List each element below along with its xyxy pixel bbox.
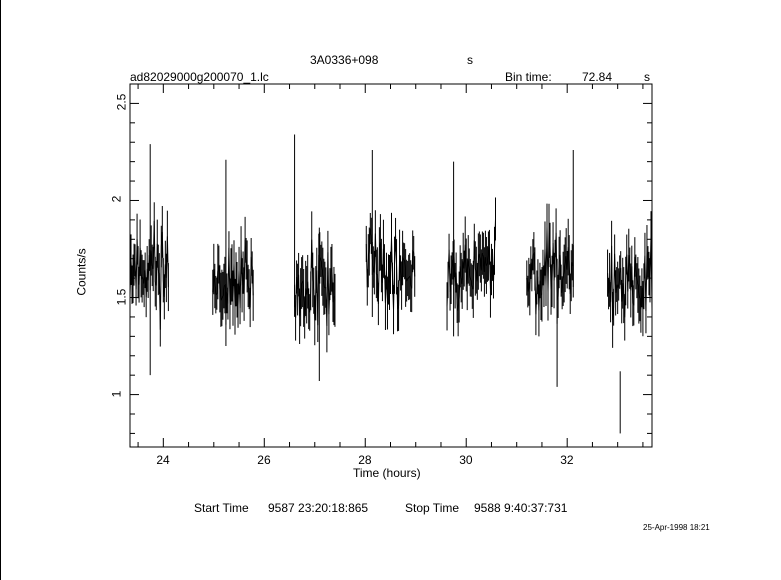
start-time-label: Start Time: [194, 501, 249, 515]
light-curve-segment-4: [365, 228, 416, 310]
light-curve-segment-2: [212, 239, 254, 309]
stop-time-value: 9588 9:40:37:731: [474, 501, 568, 515]
plot-frame: [129, 83, 653, 448]
x-axis-label: Time (hours): [353, 466, 421, 480]
bin-time-value: 72.84: [582, 70, 613, 84]
light-curve-segment-3: [294, 239, 336, 327]
light-curve-segment-1: [129, 220, 169, 330]
x-tick-label: 30: [459, 453, 473, 467]
stop-time-label: Stop Time: [405, 501, 460, 515]
y-axis-label: Counts/s: [74, 248, 89, 296]
light-curve-segment-5: [446, 218, 496, 311]
date-stamp: 25-Apr-1998 18:21: [643, 523, 710, 532]
bin-time-label: Bin time:: [505, 70, 552, 84]
axis-ticks: [130, 84, 652, 447]
light-curve-data: [129, 134, 653, 434]
source-unit: s: [467, 53, 473, 67]
x-tick-label: 28: [358, 453, 372, 467]
y-tick-label: 1.5: [114, 288, 129, 305]
y-tick-label: 2.5: [114, 94, 129, 111]
y-tick-label: 2: [109, 196, 124, 203]
bin-time-unit: s: [644, 70, 650, 84]
x-tick-label: 26: [257, 453, 271, 467]
light-curve-segment-6: [526, 226, 574, 315]
x-tick-label: 32: [560, 453, 574, 467]
start-time-value: 9587 23:20:18:865: [268, 501, 369, 515]
window-edge: [0, 0, 1, 580]
file-name: ad82029000g200070_1.lc: [130, 70, 269, 84]
light-curve-segment-7: [607, 236, 653, 320]
y-tick-label: 1: [109, 390, 124, 397]
source-name: 3A0336+098: [310, 53, 379, 67]
x-tick-label: 24: [156, 453, 170, 467]
